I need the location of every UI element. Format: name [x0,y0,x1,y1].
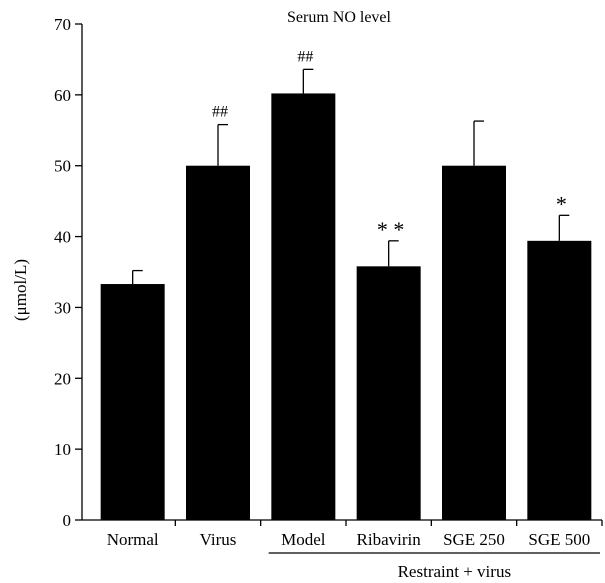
significance-marks: ## ## * * * [212,48,567,241]
x-category-label: SGE 500 [528,530,590,549]
y-tick-label: 0 [63,511,72,530]
significance-label: * [556,191,567,216]
bar [356,266,421,520]
y-tick-label: 50 [54,157,71,176]
bar [100,284,165,520]
x-category-label: Normal [107,530,159,549]
y-tick-label: 40 [54,228,71,247]
bar [186,165,250,520]
bars [100,93,592,520]
error-bars [132,68,570,285]
bar [527,240,592,520]
y-tick-label: 70 [54,15,71,34]
bar [442,165,506,520]
group-label: Restraint + virus [398,562,511,581]
x-category-label: Ribavirin [357,530,422,549]
y-tick-label: 10 [54,440,71,459]
y-axis-title: (μmol/L) [11,259,30,321]
y-tick-label: 60 [54,86,71,105]
x-category-label: Virus [200,530,237,549]
group-bracket: Restraint + virus [268,552,600,581]
significance-label: ## [212,104,228,121]
x-axis: Normal Virus Model Ribavirin SGE 250 SGE 500 [82,519,603,549]
chart-title: Serum NO level [287,9,392,26]
y-tick-label: 20 [54,369,71,388]
significance-label: ## [297,48,313,65]
x-category-label: Model [281,530,326,549]
significance-label: * * [377,217,405,242]
x-category-label: SGE 250 [443,530,505,549]
bar [271,93,336,520]
y-axis: 0 10 20 30 40 50 60 70 [54,15,83,530]
y-tick-label: 30 [54,298,71,317]
